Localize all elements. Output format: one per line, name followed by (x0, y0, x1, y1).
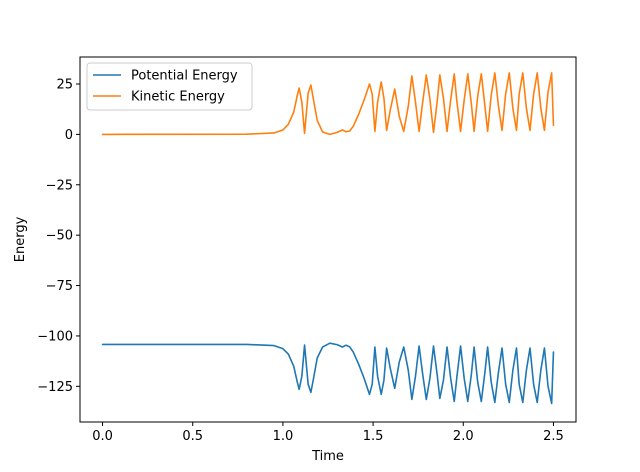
y-axis-label: Energy (13, 216, 28, 262)
y-tick-label: −125 (37, 380, 73, 395)
legend-label-potential-energy: Potential Energy (131, 69, 238, 84)
legend: Potential Energy Kinetic Energy (86, 62, 253, 111)
x-axis: 0.0 0.5 1.0 1.5 2.0 2.5 (92, 422, 564, 444)
y-tick-label: 25 (56, 78, 73, 93)
series-line-potential-energy (101, 342, 555, 405)
y-tick-label: −25 (46, 178, 73, 193)
axes-frame (79, 56, 577, 423)
legend-label-kinetic-energy: Kinetic Energy (131, 90, 225, 105)
y-tick-label: −100 (37, 329, 73, 344)
x-tick-label: 0.0 (92, 429, 113, 444)
x-tick-label: 2.5 (543, 429, 564, 444)
y-tick-label: −50 (46, 229, 73, 244)
x-tick-label: 0.5 (182, 429, 203, 444)
x-axis-label: Time (311, 449, 344, 464)
x-tick-label: 1.0 (273, 429, 294, 444)
plot-area (101, 72, 555, 405)
y-axis: 25 0 −25 −50 −75 −100 −125 (37, 78, 80, 395)
x-tick-label: 2.0 (453, 429, 474, 444)
y-tick-label: 0 (65, 128, 73, 143)
x-tick-label: 1.5 (363, 429, 384, 444)
legend-box (86, 62, 253, 111)
y-tick-label: −75 (46, 279, 73, 294)
series-line-kinetic-energy (101, 72, 555, 136)
